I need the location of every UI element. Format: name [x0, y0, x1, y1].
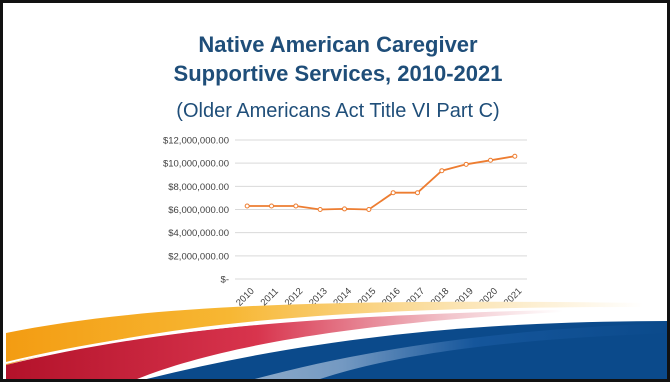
data-point — [342, 206, 347, 212]
y-tick-label: $2,000,000.00 — [168, 251, 229, 262]
series-line — [247, 155, 515, 211]
data-point — [512, 153, 518, 159]
decorative-swoosh-banner — [5, 301, 667, 379]
y-tick-label: $4,000,000.00 — [168, 228, 229, 239]
data-point — [488, 157, 493, 163]
data-point — [415, 190, 420, 196]
data-point — [317, 207, 323, 212]
data-point — [390, 190, 396, 196]
blue-fade-shape — [254, 323, 667, 379]
orange-swoosh-shape — [6, 301, 643, 365]
white-separator-line — [5, 307, 604, 364]
y-tick-label: $8,000,000.00 — [168, 182, 229, 193]
data-point — [269, 203, 274, 209]
data-point — [244, 203, 250, 209]
data-point — [439, 168, 445, 174]
data-point — [293, 203, 299, 209]
y-tick-label: $12,000,000.00 — [163, 136, 229, 147]
y-tick-label: $- — [221, 275, 229, 286]
y-tick-label: $6,000,000.00 — [168, 205, 229, 216]
slide-title-line-1: Native American Caregiver — [198, 32, 478, 57]
y-tick-label: $10,000,000.00 — [163, 159, 229, 170]
data-point — [366, 207, 372, 212]
red-swoosh-shape — [6, 309, 563, 379]
slide-title-line-2: Supportive Services, 2010-2021 — [173, 61, 503, 86]
data-point — [463, 161, 469, 167]
line-chart: $- $2,000,000.00 $4,000,000.00 $6,000,000.0… — [163, 136, 527, 309]
slide-subtitle: (Older Americans Act Title VI Part C) — [176, 100, 500, 122]
